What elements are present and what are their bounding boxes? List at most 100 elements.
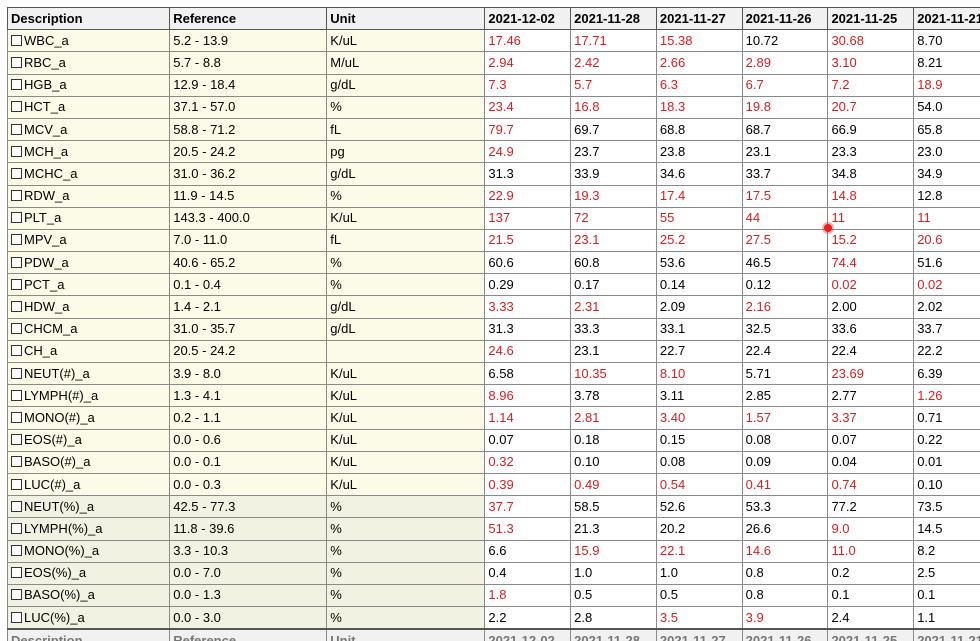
column-header-date[interactable]: 2021-11-26 [741,6,829,31]
table-row[interactable]: MCH_a 20.5 - 24.2 pg 24.9 23.7 23.8 23.1 23.3 23… [6,140,980,164]
checkbox-icon[interactable] [11,545,22,557]
checkbox-icon[interactable] [11,323,22,335]
column-header-description[interactable]: Description [6,6,171,31]
table-row[interactable]: EOS(%)_a 0.0 - 7.0% 0.4 1.0 1.0 0.8 0.2 2.5 [6,561,980,585]
checkbox-icon[interactable] [11,167,22,179]
checkbox-icon[interactable] [11,411,22,423]
checkbox-icon[interactable] [11,345,22,357]
table-row[interactable]: NEUT(%)_a 42.5 - 77.3% 37.7 58.5 52.6 53.3 77.… [6,495,980,519]
checkbox-icon[interactable] [11,123,22,135]
result-value-cell: 15.2 [827,228,915,253]
column-header-date[interactable]: 2021-11-21 [913,6,980,31]
checkbox-icon[interactable] [11,500,22,512]
result-value-cell: 23.1 [741,140,829,164]
description-cell[interactable]: NEUT(%)_a [6,495,171,519]
description-cell[interactable]: LYMPH(%)_a [6,517,171,541]
table-row[interactable]: LUC(%)_a 0.0 - 3.0% 2.2 2.8 3.5 3.9 2.4 1.1 [6,606,980,630]
unit-cell: K/uL [326,361,486,386]
reference-cell: 20.5 - 24.2 [169,339,328,364]
description-cell[interactable]: PLT_a [6,206,171,230]
checkbox-icon[interactable] [11,389,22,401]
description-cell[interactable]: EOS(%)_a [6,561,171,585]
table-row[interactable]: NEUT(#)_a 3.9 - 8.0 K/uL 6.58 10.35 8.10 5.71 2… [6,361,980,386]
description-cell[interactable]: MONO(%)_a [6,539,171,563]
description-cell[interactable]: LYMPH(#)_a [6,384,171,408]
table-row[interactable]: LYMPH(#)_a 1.3 - 4.1 K/uL 8.96 3.78 3.11 2.85 2… [6,384,980,408]
checkbox-icon[interactable] [11,79,22,91]
table-row[interactable]: CHCM_a 31.0 - 35.7 g/dL 31.3 33.3 33.1 32.5 33.… [6,317,980,341]
unit-cell: g/dL [326,295,486,319]
column-header-date[interactable]: 2021-11-27 [655,6,743,31]
description-cell[interactable]: PDW_a [6,251,171,275]
checkbox-icon[interactable] [11,611,22,623]
checkbox-icon[interactable] [11,190,22,202]
table-row[interactable]: MCHC_a 31.0 - 36.2 g/dL 31.3 33.9 34.6 33.7 34.… [6,162,980,186]
checkbox-icon[interactable] [11,456,22,468]
table-row[interactable]: MONO(#)_a 0.2 - 1.1 K/uL 1.14 2.81 3.40 1.57 3.… [6,406,980,430]
table-row[interactable]: EOS(#)_a 0.0 - 0.6 K/uL 0.07 0.18 0.15 0.08 0.0… [6,428,980,452]
table-row[interactable]: PDW_a 40.6 - 65.2% 60.6 60.8 53.6 46.5 74.4 51.… [6,251,980,275]
description-cell[interactable]: NEUT(#)_a [6,361,171,386]
description-cell[interactable]: MONO(#)_a [6,406,171,430]
checkbox-icon[interactable] [11,256,22,268]
table-row[interactable]: CH_a 20.5 - 24.2 24.6 23.1 22.7 22.4 22.4 22.2 [6,339,980,364]
table-row[interactable]: PLT_a 143.3 - 400.0 K/uL 137 72 55 44 11 11 [6,206,980,230]
result-value-cell: 1.26 [913,384,980,408]
description-cell[interactable]: BASO(#)_a [6,450,171,474]
checkbox-icon[interactable] [11,212,22,224]
description-cell[interactable]: LUC(#)_a [6,472,171,497]
result-value-cell: 32.5 [741,317,829,341]
table-row[interactable]: HGB_a 12.9 - 18.4 g/dL 7.3 5.7 6.3 6.7 7.2 18.9 [6,73,980,97]
checkbox-icon[interactable] [11,478,22,490]
column-header-reference[interactable]: Reference [169,6,328,31]
column-header-date[interactable]: 2021-12-02 [484,6,572,31]
description-cell[interactable]: HCT_a [6,95,171,119]
checkbox-icon[interactable] [11,301,22,313]
description-cell[interactable]: MCV_a [6,117,171,142]
result-value-cell: 60.8 [570,251,657,275]
description-cell[interactable]: HDW_a [6,295,171,319]
description-cell[interactable]: PCT_a [6,273,171,297]
column-header-date[interactable]: 2021-11-25 [827,6,915,31]
checkbox-icon[interactable] [11,567,22,579]
table-row[interactable]: MPV_a 7.0 - 11.0 fL 21.5 23.1 25.2 27.5 15.2 20.… [6,228,980,253]
checkbox-icon[interactable] [11,434,22,446]
description-cell[interactable]: MCHC_a [6,162,171,186]
description-cell[interactable]: MPV_a [6,228,171,253]
description-cell[interactable]: LUC(%)_a [6,606,171,630]
table-row[interactable]: WBC_a 5.2 - 13.9 K/uL 17.46 17.71 15.38 10.72 3… [6,29,980,53]
table-row[interactable]: MONO(%)_a 3.3 - 10.3% 6.6 15.9 22.1 14.6 11.0 8… [6,539,980,563]
table-row[interactable]: RDW_a 11.9 - 14.5% 22.9 19.3 17.4 17.5 14.8 12.… [6,184,980,208]
description-cell[interactable]: RBC_a [6,51,171,75]
checkbox-icon[interactable] [11,367,22,379]
table-row[interactable]: BASO(%)_a 0.0 - 1.3% 1.8 0.5 0.5 0.8 0.1 0.1 [6,583,980,608]
checkbox-icon[interactable] [11,145,22,157]
description-cell[interactable]: EOS(#)_a [6,428,171,452]
description-cell[interactable]: RDW_a [6,184,171,208]
table-row[interactable]: HDW_a 1.4 - 2.1 g/dL 3.33 2.31 2.09 2.16 2.00 2.… [6,295,980,319]
table-row[interactable]: RBC_a 5.7 - 8.8 M/uL 2.94 2.42 2.66 2.89 3.10 8.… [6,51,980,75]
checkbox-icon[interactable] [11,278,22,290]
table-row[interactable]: LYMPH(%)_a 11.8 - 39.6% 51.3 21.3 20.2 26.6 9.… [6,517,980,541]
table-row[interactable]: PCT_a 0.1 - 0.4% 0.29 0.17 0.14 0.12 0.02 0.02 [6,273,980,297]
column-header-date[interactable]: 2021-11-28 [570,6,657,31]
column-header-unit[interactable]: Unit [326,6,486,31]
description-cell[interactable]: BASO(%)_a [6,583,171,608]
result-value-cell: 5.7 [570,73,657,97]
checkbox-icon[interactable] [11,589,22,601]
checkbox-icon[interactable] [11,56,22,68]
description-cell[interactable]: WBC_a [6,29,171,53]
description-cell[interactable]: CHCM_a [6,317,171,341]
description-cell[interactable]: HGB_a [6,73,171,97]
table-row[interactable]: BASO(#)_a 0.0 - 0.1 K/uL 0.32 0.10 0.08 0.09 0.… [6,450,980,474]
table-row[interactable]: LUC(#)_a 0.0 - 0.3 K/uL 0.39 0.49 0.54 0.41 0.7… [6,472,980,497]
table-row[interactable]: HCT_a 37.1 - 57.0% 23.4 16.8 18.3 19.8 20.7 54.… [6,95,980,119]
description-cell[interactable]: CH_a [6,339,171,364]
checkbox-icon[interactable] [11,522,22,534]
checkbox-icon[interactable] [11,101,22,113]
checkbox-icon[interactable] [11,34,22,46]
description-cell[interactable]: MCH_a [6,140,171,164]
description-label: BASO(%)_a [24,587,95,603]
checkbox-icon[interactable] [11,234,22,246]
table-row[interactable]: MCV_a 58.8 - 71.2 fL 79.7 69.7 68.8 68.7 66.9 65… [6,117,980,142]
